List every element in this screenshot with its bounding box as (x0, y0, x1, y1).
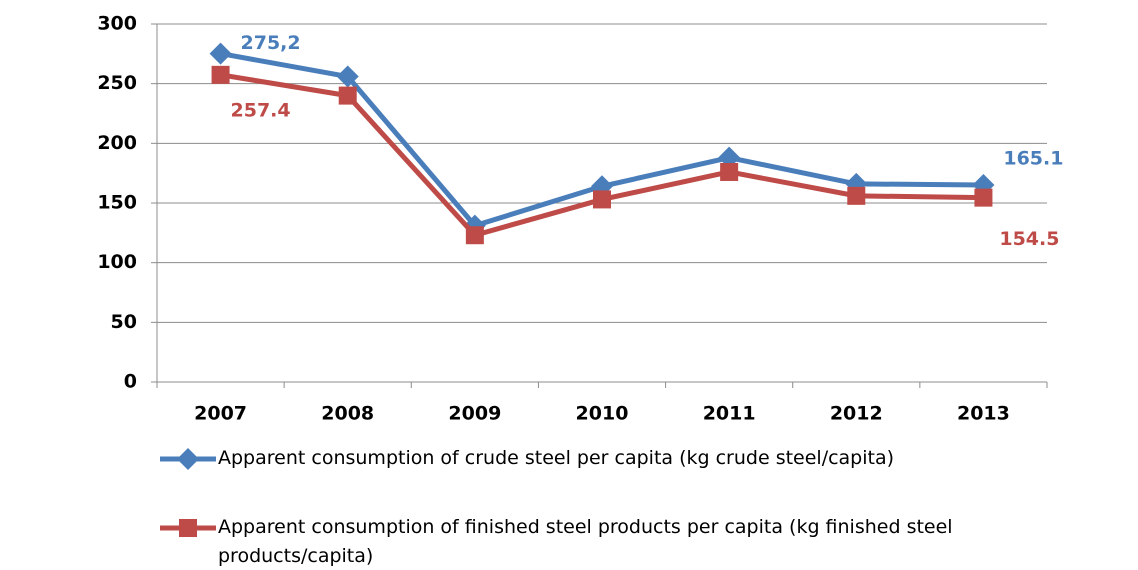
y-tick-label: 250 (97, 72, 137, 94)
marker (974, 188, 993, 207)
x-tick-label: 2008 (321, 403, 374, 421)
marker (336, 65, 359, 88)
marker (465, 226, 484, 245)
y-tick-label: 100 (97, 251, 137, 273)
y-tick-label: 50 (111, 311, 137, 333)
legend-entry: Apparent consumption of finished steel p… (160, 513, 1040, 570)
legend-entry: Apparent consumption of crude steel per … (160, 444, 1040, 473)
y-tick-label: 0 (124, 371, 137, 393)
marker (847, 186, 866, 205)
x-tick-label: 2009 (448, 403, 501, 421)
x-tick-label: 2011 (703, 403, 756, 421)
marker (177, 448, 199, 470)
marker (593, 190, 611, 209)
legend-label: Apparent consumption of crude steel per … (218, 447, 895, 469)
y-tick-label: 200 (97, 132, 137, 154)
legend-label: Apparent consumption of finished steel p… (218, 516, 953, 567)
series-line (220, 72, 984, 239)
x-tick-label: 2012 (830, 403, 883, 421)
y-tick-label: 150 (97, 192, 137, 214)
chart: 0 50 100 150 200 250 300 2007 2008 2009 2010 2011 20… (97, 13, 1063, 421)
x-tick-label: 2013 (957, 403, 1010, 421)
y-tick-label: 300 (97, 13, 137, 35)
data-label: 154.5 (999, 228, 1059, 250)
data-label: 257.4 (231, 99, 291, 121)
marker (720, 162, 739, 181)
legend-icon (160, 519, 216, 537)
x-tick-label: 2007 (194, 403, 247, 421)
data-label: 275,2 (241, 32, 301, 54)
x-tick-label: 2010 (576, 403, 629, 421)
marker (179, 519, 197, 537)
legend-icon (160, 448, 216, 470)
marker (211, 65, 230, 84)
data-label: 165.1 (1003, 147, 1063, 169)
marker (338, 86, 357, 105)
marker (209, 42, 232, 65)
